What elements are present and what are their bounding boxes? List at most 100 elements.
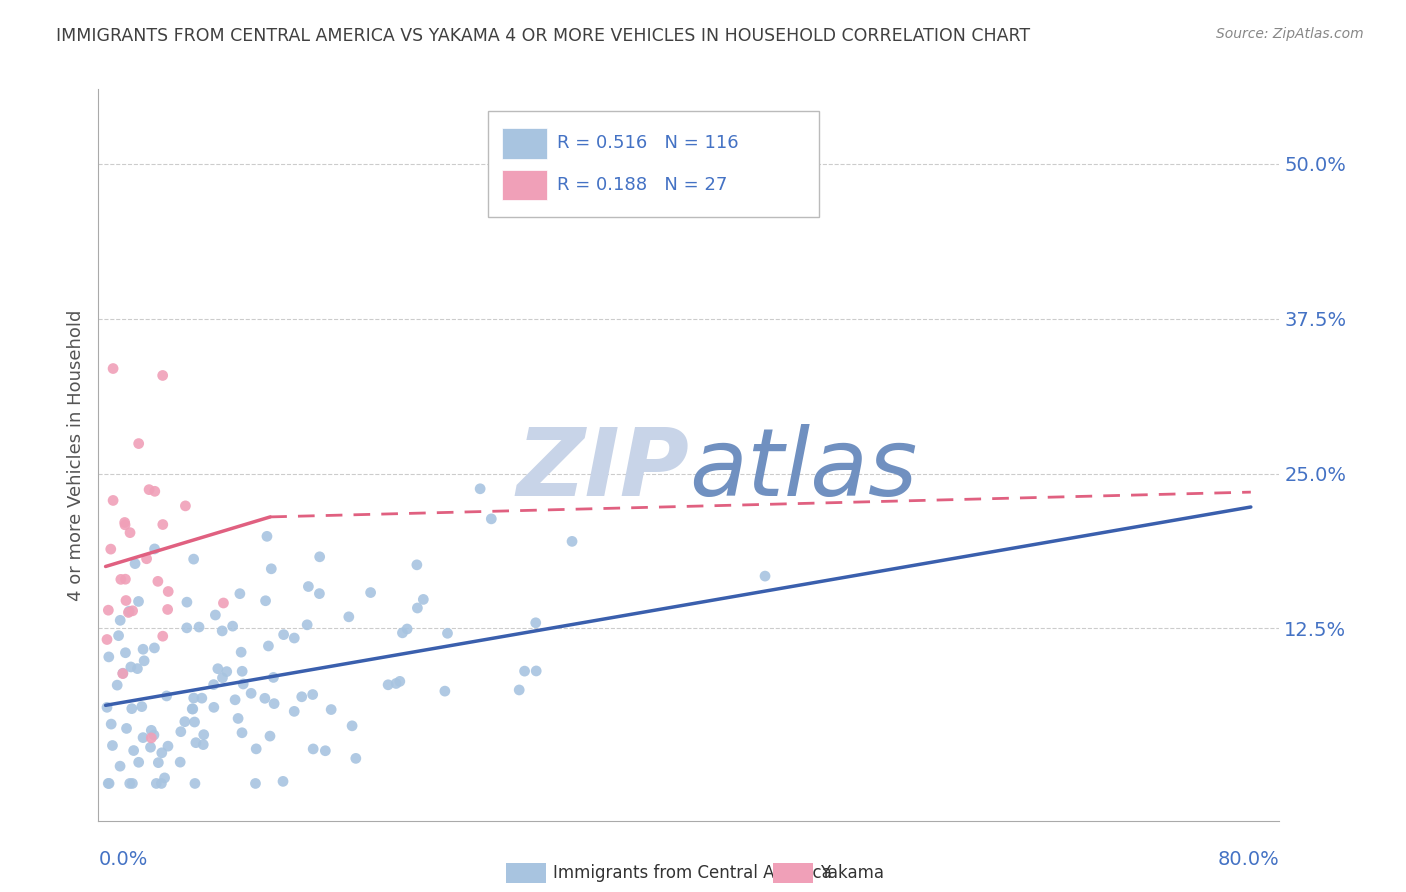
Point xyxy=(117,606,139,620)
Point xyxy=(256,529,278,543)
Point xyxy=(385,676,408,690)
Point xyxy=(283,704,305,718)
Point xyxy=(121,604,143,618)
Point xyxy=(108,759,131,773)
Point xyxy=(193,728,215,742)
Point xyxy=(118,776,141,790)
Point xyxy=(138,483,160,497)
Text: ZIP: ZIP xyxy=(516,424,689,516)
Point xyxy=(145,776,167,790)
Point xyxy=(152,629,174,643)
Point xyxy=(98,776,121,790)
Point xyxy=(240,686,263,700)
Point xyxy=(231,645,253,659)
Point xyxy=(114,517,136,532)
Bar xyxy=(502,128,547,159)
Point xyxy=(377,678,399,692)
Point xyxy=(96,700,118,714)
Point xyxy=(253,691,276,706)
Point xyxy=(224,693,246,707)
Point xyxy=(262,670,284,684)
Point xyxy=(100,717,122,731)
Point xyxy=(181,702,204,716)
Point xyxy=(143,484,166,499)
Point xyxy=(139,740,162,755)
FancyBboxPatch shape xyxy=(488,112,818,218)
Point xyxy=(114,572,136,586)
Point xyxy=(212,596,235,610)
Point xyxy=(97,603,120,617)
Point xyxy=(406,601,429,615)
Point xyxy=(202,700,225,714)
Point xyxy=(118,525,141,540)
Point xyxy=(121,701,143,715)
Point xyxy=(260,562,283,576)
Point xyxy=(204,607,226,622)
Point xyxy=(314,744,336,758)
Point xyxy=(221,619,243,633)
Point xyxy=(193,738,215,752)
Point xyxy=(524,664,547,678)
Text: 0.0%: 0.0% xyxy=(98,850,148,869)
Point xyxy=(340,719,363,733)
Point xyxy=(360,585,382,599)
Point xyxy=(295,617,318,632)
Point xyxy=(115,593,138,607)
Point xyxy=(301,688,323,702)
Point xyxy=(232,677,254,691)
Point xyxy=(391,625,413,640)
Point xyxy=(561,534,583,549)
Point xyxy=(107,629,129,643)
Point xyxy=(152,517,174,532)
Text: R = 0.516   N = 116: R = 0.516 N = 116 xyxy=(557,135,738,153)
Point xyxy=(111,666,134,681)
Point xyxy=(96,632,118,647)
Point xyxy=(388,674,411,689)
Point xyxy=(254,593,277,607)
Point xyxy=(111,666,134,681)
Point xyxy=(97,776,120,790)
Point xyxy=(433,684,456,698)
Point xyxy=(202,678,225,692)
Point xyxy=(513,664,536,678)
Point xyxy=(436,626,458,640)
Y-axis label: 4 or more Vehicles in Household: 4 or more Vehicles in Household xyxy=(66,310,84,600)
Point xyxy=(188,620,211,634)
Point xyxy=(156,602,179,616)
Point xyxy=(122,743,145,757)
Point xyxy=(396,622,419,636)
Point xyxy=(115,722,138,736)
Point xyxy=(468,482,491,496)
Point xyxy=(118,604,141,618)
Point xyxy=(153,771,176,785)
Text: Immigrants from Central America: Immigrants from Central America xyxy=(553,864,831,882)
Text: Source: ZipAtlas.com: Source: ZipAtlas.com xyxy=(1216,27,1364,41)
Point xyxy=(146,574,169,589)
Bar xyxy=(502,169,547,201)
Point xyxy=(302,742,325,756)
Point xyxy=(226,711,249,725)
Point xyxy=(508,682,530,697)
Point xyxy=(108,613,131,627)
Point xyxy=(157,584,180,599)
Point xyxy=(100,542,122,557)
Point xyxy=(174,499,197,513)
Point xyxy=(156,739,179,754)
Point xyxy=(211,624,233,638)
Point xyxy=(321,702,343,716)
Point xyxy=(291,690,314,704)
Point xyxy=(297,580,319,594)
Point xyxy=(128,756,150,770)
Text: atlas: atlas xyxy=(689,424,917,515)
Point xyxy=(754,569,776,583)
Point xyxy=(245,776,267,790)
Point xyxy=(124,557,146,571)
Point xyxy=(148,756,170,770)
Point xyxy=(150,746,173,760)
Point xyxy=(128,594,150,608)
Point xyxy=(132,731,155,745)
Point xyxy=(127,662,149,676)
Point xyxy=(176,621,198,635)
Point xyxy=(110,573,132,587)
Point xyxy=(263,697,285,711)
